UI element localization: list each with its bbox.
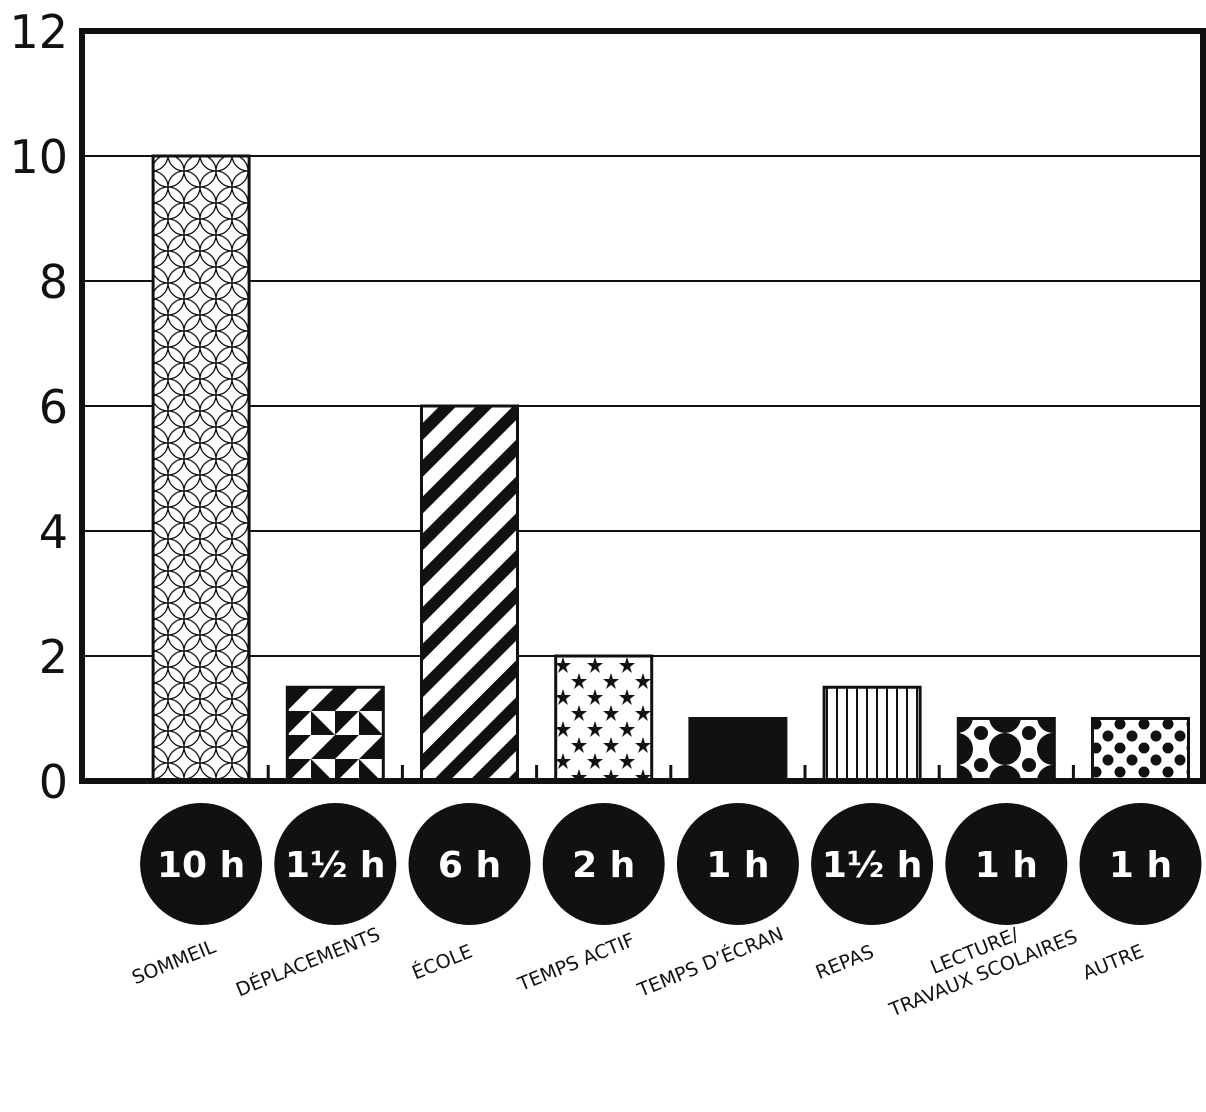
bar-solid <box>688 717 788 783</box>
y-tick-label: 12 <box>9 5 68 59</box>
category-label-line: REPAS <box>813 941 877 984</box>
value-badge <box>945 803 1068 925</box>
category-label-line: DÉPLACEMENTS <box>232 923 383 1002</box>
value-label: 1 h <box>975 845 1038 886</box>
value-badge <box>408 803 531 925</box>
y-tick-label: 10 <box>9 130 68 184</box>
category-label-line: AUTRE <box>1080 940 1147 984</box>
y-tick-label: 8 <box>39 255 68 309</box>
category-label-line: TEMPS ACTIF <box>514 929 638 996</box>
y-axis-ticks: 0 2 4 6 8 10 12 <box>9 5 68 809</box>
category-label-line: SOMMEIL <box>129 936 219 990</box>
value-label: 1½ h <box>285 845 385 886</box>
category-label: DÉPLACEMENTS <box>232 923 383 1002</box>
value-badge <box>1079 803 1202 925</box>
y-tick-label: 0 <box>39 755 68 809</box>
bars <box>151 154 1190 783</box>
plot-frame <box>79 28 1206 784</box>
value-label: 10 h <box>157 845 245 886</box>
category-label: TEMPS D’ÉCRAN <box>633 922 786 1002</box>
y-tick-label: 2 <box>39 630 68 684</box>
bar-vertical-stripes <box>822 685 922 783</box>
value-badge <box>811 803 934 925</box>
value-label: 1 h <box>1109 845 1172 886</box>
category-label: LECTURE/TRAVAUX SCOLAIRES <box>885 923 1080 1021</box>
bar-circles <box>151 154 251 783</box>
bar-dots <box>1091 717 1190 783</box>
value-badge <box>274 803 397 925</box>
value-label: 1½ h <box>822 845 922 886</box>
bar-quarter-circles <box>956 717 1056 783</box>
category-label: TEMPS ACTIF <box>514 929 638 996</box>
category-label: AUTRE <box>1080 940 1147 984</box>
category-label: ÉCOLE <box>409 940 476 985</box>
bar-triangles <box>285 685 385 783</box>
x-axis-ticks <box>266 765 1075 781</box>
gridlines <box>82 155 1203 657</box>
y-tick-label: 6 <box>39 380 68 434</box>
value-badge <box>140 803 263 925</box>
value-label: 6 h <box>438 845 501 886</box>
value-badges: 10 h 1½ h 6 h 2 h 1 h 1½ h 1 h 1 h <box>140 803 1202 925</box>
category-label-line: TEMPS D’ÉCRAN <box>633 922 786 1002</box>
value-label: 2 h <box>572 845 635 886</box>
value-label: 1 h <box>706 845 769 886</box>
category-label: SOMMEIL <box>129 936 219 990</box>
bar-diagonal-stripes <box>420 404 519 783</box>
y-tick-label: 4 <box>39 505 68 559</box>
value-badge <box>542 803 665 925</box>
bar-stars <box>554 654 654 783</box>
category-label-line: ÉCOLE <box>409 940 476 985</box>
value-badge <box>676 803 799 925</box>
category-label: REPAS <box>813 941 877 984</box>
